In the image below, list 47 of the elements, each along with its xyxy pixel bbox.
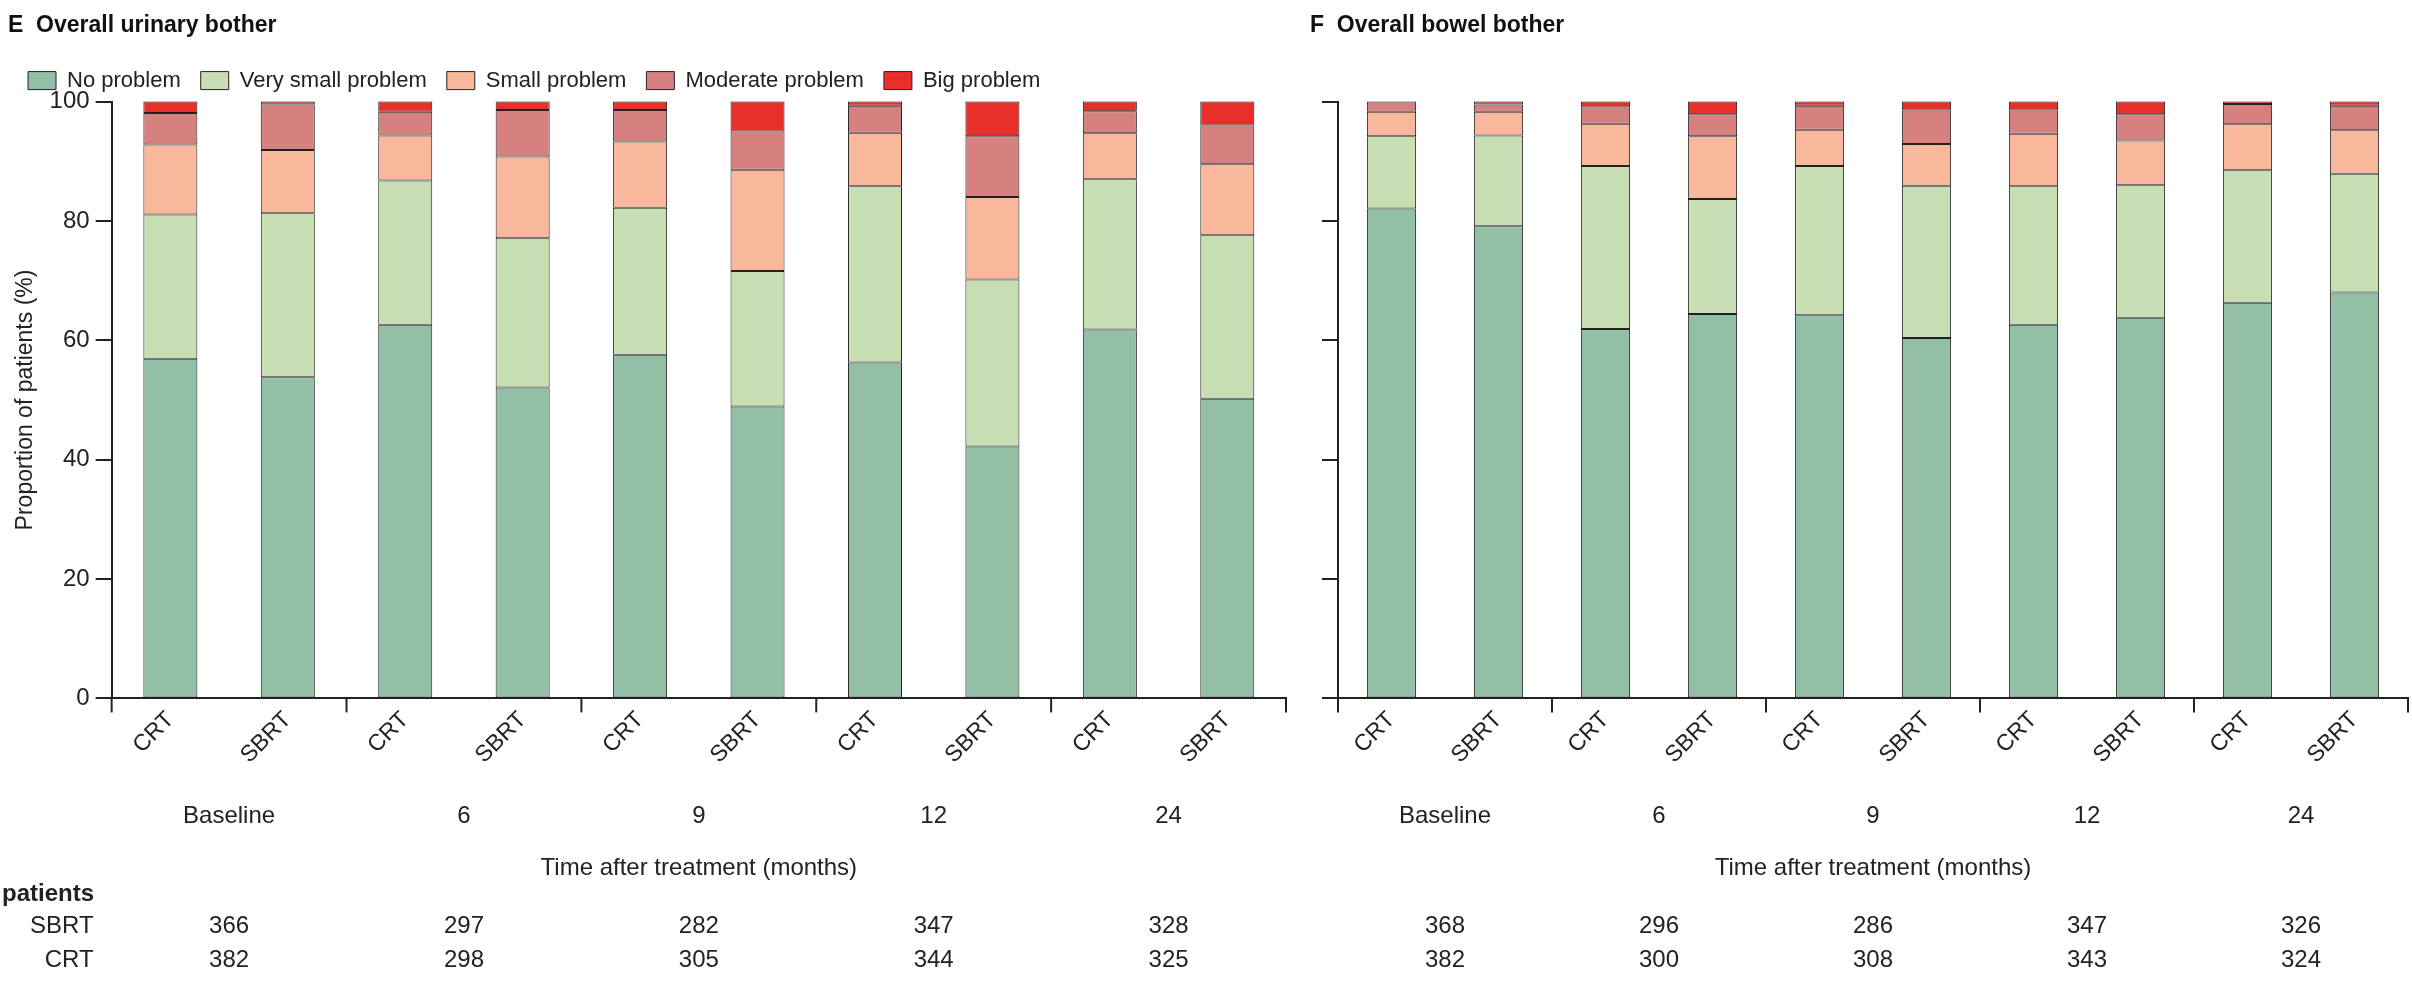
text: 347 [913, 911, 954, 939]
text: CRT [44, 945, 94, 973]
text: 382 [1424, 945, 1466, 973]
y-tick-label: 60 [62, 324, 90, 352]
text: 12 [2073, 801, 2101, 829]
text: 298 [443, 945, 484, 973]
text: 12 [920, 801, 948, 829]
text: 382 [209, 945, 250, 973]
text: 344 [913, 945, 954, 973]
chart-title: F Overall bowel bother [1310, 11, 1565, 38]
text: 9 [692, 801, 706, 829]
y-tick-label: 40 [62, 444, 90, 472]
text: 343 [2066, 945, 2108, 973]
x-axis-title: Time after treatment (months) [1714, 853, 2032, 881]
text: 9 [1866, 801, 1880, 829]
legend-label: Small problem [485, 66, 627, 92]
text: 347 [2066, 911, 2108, 939]
text: Baseline [183, 801, 276, 829]
text: SBRT [30, 911, 94, 939]
text: 308 [1852, 945, 1894, 973]
text: 282 [678, 911, 719, 939]
text: 6 [1652, 801, 1666, 829]
text: 325 [1148, 945, 1189, 973]
text: 305 [678, 945, 719, 973]
text: 366 [209, 911, 250, 939]
text: 328 [1148, 911, 1189, 939]
text: 300 [1638, 945, 1680, 973]
text: 326 [2280, 911, 2322, 939]
legend-label: Very small problem [239, 66, 427, 92]
text: Baseline [1398, 801, 1492, 829]
y-tick-label: 80 [62, 205, 90, 233]
y-tick-label: 0 [76, 683, 90, 711]
text: 297 [443, 911, 484, 939]
text: 324 [2280, 945, 2322, 973]
legend-label: Moderate problem [685, 66, 864, 92]
legend-label: Big problem [922, 66, 1041, 92]
text: 296 [1638, 911, 1680, 939]
text: patients [2, 879, 95, 907]
text: 6 [457, 801, 471, 829]
text: 368 [1424, 911, 1466, 939]
text: 286 [1852, 911, 1894, 939]
chart-title: E Overall urinary bother [8, 11, 277, 38]
x-axis-title: Time after treatment (months) [540, 853, 858, 881]
y-axis-title: Proportion of patients (%) [11, 269, 38, 531]
text: 24 [2287, 801, 2315, 829]
y-tick-label: 20 [62, 563, 90, 591]
text: 24 [1155, 801, 1182, 829]
